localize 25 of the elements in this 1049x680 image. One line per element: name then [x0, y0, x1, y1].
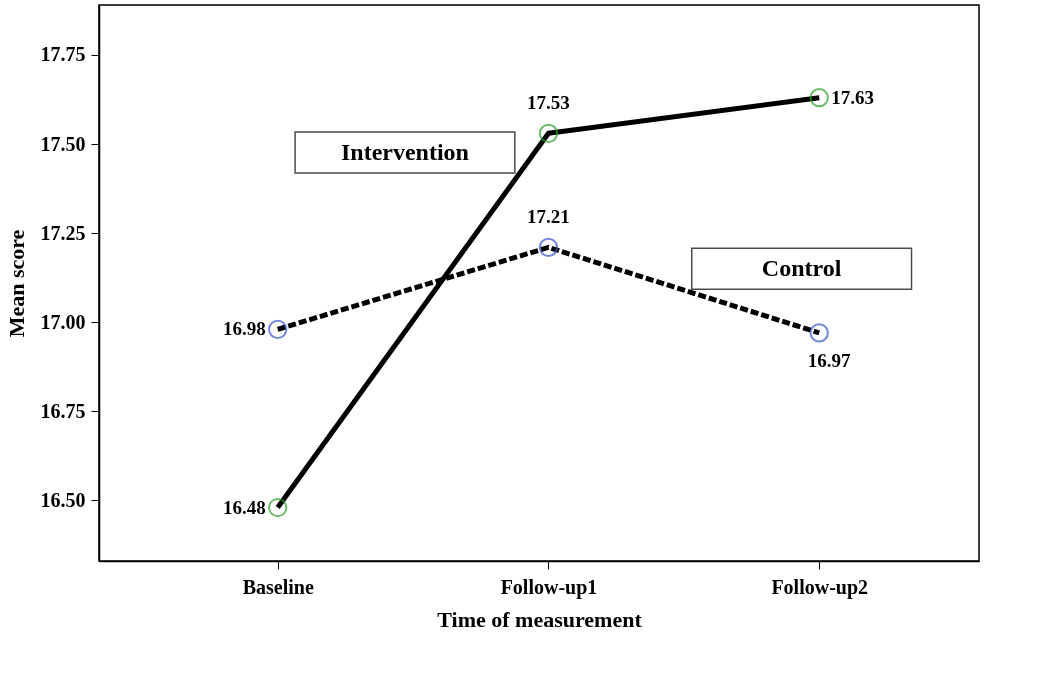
series-label: Intervention	[340, 138, 469, 165]
y-axis-title: Mean score	[3, 229, 29, 338]
data-label: 17.63	[831, 86, 874, 108]
x-axis-title: Time of measurement	[437, 606, 643, 632]
y-tick-label: 16.75	[40, 399, 86, 422]
data-label: 17.53	[527, 92, 570, 114]
x-tick-label: Follow-up1	[500, 575, 598, 599]
point	[268, 497, 288, 518]
data-label: 17.21	[527, 206, 570, 228]
data-label: 16.48	[222, 496, 266, 518]
point	[538, 123, 559, 143]
y-tick-label: 17.00	[40, 310, 86, 333]
point	[809, 323, 829, 343]
y-tick-label: 16.50	[40, 488, 86, 511]
y-tick-label: 17.25	[40, 221, 86, 244]
data-label: 16.97	[807, 349, 852, 371]
x-tick-label: Baseline	[242, 575, 314, 598]
series-label: Control	[761, 254, 842, 281]
point	[538, 237, 559, 257]
y-tick-label: 17.50	[40, 132, 86, 155]
point	[809, 88, 829, 108]
x-tick-label: Follow-up2	[771, 575, 869, 599]
point	[268, 319, 288, 339]
y-tick-label: 17.75	[40, 43, 86, 66]
data-label: 16.98	[222, 318, 266, 340]
